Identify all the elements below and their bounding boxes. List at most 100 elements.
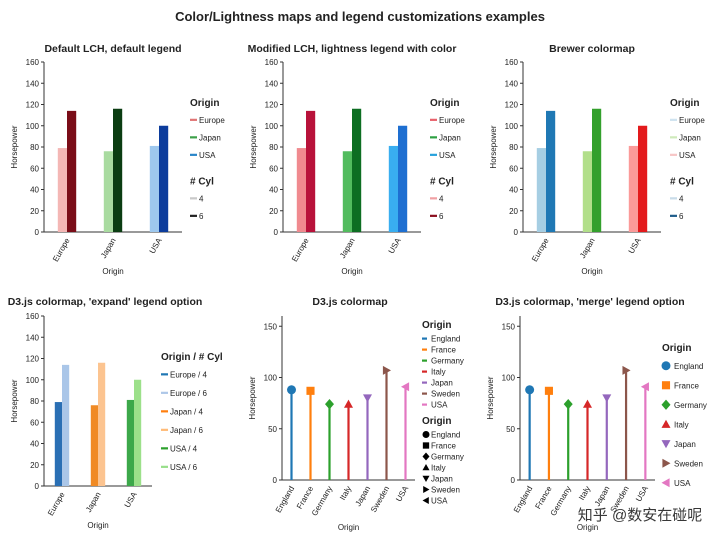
legend-title: # Cyl xyxy=(430,177,454,188)
legend-swatch xyxy=(422,464,430,471)
panel-4: D3.js colormap, 'expand' legend option 0 2… xyxy=(8,296,223,530)
x-axis-label: Origin xyxy=(577,523,598,532)
legend-swatch xyxy=(190,153,197,156)
y-tick-label: 120 xyxy=(265,101,279,110)
y-tick-label: 20 xyxy=(509,207,518,216)
legend-item-label: Germany xyxy=(431,357,464,366)
bar-usa-6 xyxy=(159,125,169,232)
y-axis-label: Horsepower xyxy=(10,379,19,422)
x-tick-label: Japan xyxy=(354,485,373,508)
y-axis-label: Horsepower xyxy=(249,125,258,168)
x-axis-label: Origin xyxy=(87,521,108,530)
bar-japan-6 xyxy=(113,108,123,232)
legend-item-label: 4 xyxy=(679,194,684,203)
legend-swatch xyxy=(430,214,437,217)
x-tick-label: Japan xyxy=(338,237,357,260)
legend-title: Origin xyxy=(422,416,451,427)
legend-item-label: Italy xyxy=(431,368,446,377)
y-tick-label: 80 xyxy=(30,397,39,406)
legend-title: # Cyl xyxy=(670,177,694,188)
legend-swatch xyxy=(422,475,430,482)
x-tick-label: Japan xyxy=(593,485,612,508)
legend-item-label: Germany xyxy=(431,453,464,462)
bar-japan-6 xyxy=(592,108,602,232)
bar-europe-4 xyxy=(536,148,546,232)
y-axis-label: Horsepower xyxy=(489,125,498,168)
panel-title: D3.js colormap, 'expand' legend option xyxy=(8,296,203,308)
legend-item-label: Japan xyxy=(199,133,221,142)
legend-swatch xyxy=(422,403,427,406)
bar-europe-6 xyxy=(67,110,77,232)
legend-item-label: 6 xyxy=(679,212,684,221)
x-tick-label: France xyxy=(533,484,554,511)
x-tick-label: England xyxy=(512,485,534,515)
legend-item-label: France xyxy=(431,346,456,355)
legend-swatch xyxy=(661,478,670,488)
y-tick-label: 60 xyxy=(30,164,39,173)
y-tick-label: 150 xyxy=(502,322,516,331)
point-usa xyxy=(640,382,649,392)
legend-swatch xyxy=(662,458,671,468)
y-tick-label: 0 xyxy=(273,476,278,485)
y-tick-label: 20 xyxy=(30,461,39,470)
y-tick-label: 80 xyxy=(30,143,39,152)
point-italy xyxy=(583,399,592,408)
x-tick-label: USA xyxy=(148,236,164,255)
point-japan xyxy=(363,394,372,403)
legend-item-label: Japan xyxy=(439,133,461,142)
y-tick-label: 60 xyxy=(30,418,39,427)
x-tick-label: USA xyxy=(123,490,139,509)
y-tick-label: 40 xyxy=(30,186,39,195)
legend-swatch xyxy=(670,136,677,139)
bar-japan-4 xyxy=(582,151,592,232)
legend-item-label: 4 xyxy=(439,194,444,203)
legend-item-label: Sweden xyxy=(674,459,703,468)
legend-item-label: France xyxy=(431,442,456,451)
bar-usa-4 xyxy=(628,145,638,232)
legend-swatch xyxy=(430,197,437,200)
y-tick-label: 150 xyxy=(264,322,278,331)
y-tick-label: 60 xyxy=(509,164,518,173)
legend-swatch xyxy=(422,442,430,449)
legend-item-label: Europe xyxy=(439,116,465,125)
legend-swatch xyxy=(161,428,168,431)
legend-swatch xyxy=(430,153,437,156)
legend-swatch xyxy=(161,373,168,376)
legend-swatch xyxy=(661,419,671,428)
legend-item-label: Japan / 6 xyxy=(170,426,203,435)
panel-title: D3.js colormap, 'merge' legend option xyxy=(495,296,684,308)
legend-item-label: Italy xyxy=(674,420,689,429)
bar-europe-6 xyxy=(306,110,316,232)
legend-item-label: Japan xyxy=(679,133,701,142)
legend-item-label: Sweden xyxy=(431,486,460,495)
point-germany xyxy=(563,398,573,410)
bar-usa-4 xyxy=(388,145,398,232)
panel-5: D3.js colormap 0 50 100 150 Horsepower Origin E… xyxy=(248,296,464,532)
legend-item-label: 6 xyxy=(199,212,204,221)
figure-title: Color/Lightness maps and legend customiz… xyxy=(175,9,545,24)
x-tick-label: USA xyxy=(627,236,643,255)
legend-item-label: Europe / 4 xyxy=(170,370,207,379)
panel-title: Modified LCH, lightness legend with colo… xyxy=(248,43,457,55)
legend-swatch xyxy=(422,392,427,395)
x-tick-label: France xyxy=(295,484,316,511)
bar-usa-4 xyxy=(149,145,159,232)
y-tick-label: 100 xyxy=(26,122,40,131)
x-tick-label: Italy xyxy=(577,485,592,502)
legend-title: Origin xyxy=(662,343,691,354)
legend-swatch xyxy=(161,391,168,394)
bar-usa-4 xyxy=(126,399,134,486)
bar-europe-6 xyxy=(62,364,70,486)
legend-item-label: USA xyxy=(431,401,448,410)
legend-item-label: USA xyxy=(199,151,216,160)
y-tick-label: 0 xyxy=(35,482,40,491)
bar-usa-6 xyxy=(638,125,648,232)
y-tick-label: 140 xyxy=(505,79,519,88)
point-sweden xyxy=(622,365,631,375)
bar-usa-6 xyxy=(398,125,408,232)
y-tick-label: 80 xyxy=(509,143,518,152)
y-tick-label: 40 xyxy=(509,186,518,195)
legend-swatch xyxy=(670,197,677,200)
